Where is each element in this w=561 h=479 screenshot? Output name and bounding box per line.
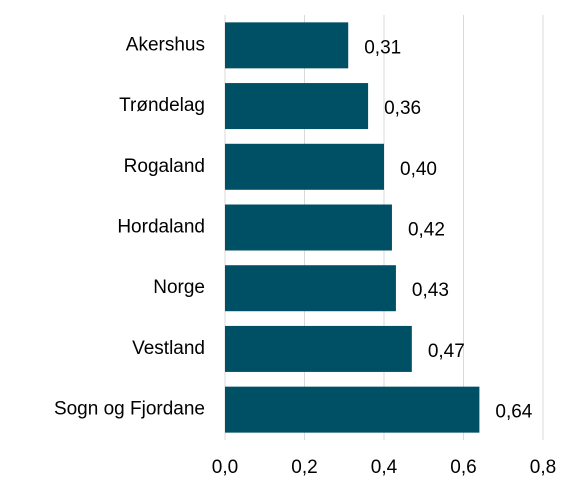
y-tick-label: Vestland: [132, 338, 205, 359]
x-tick-label: 0,6: [450, 457, 476, 478]
data-label: 0,31: [364, 37, 401, 58]
y-tick-label: Norge: [153, 277, 205, 298]
data-label: 0,47: [428, 341, 465, 362]
x-tick-label: 0,8: [530, 457, 556, 478]
y-tick-label: Sogn og Fjordane: [54, 399, 205, 420]
bar: [225, 325, 412, 372]
data-label: 0,40: [400, 159, 437, 180]
bar: [225, 143, 384, 190]
data-label: 0,64: [495, 402, 532, 423]
y-tick-label: Akershus: [126, 34, 205, 55]
data-label: 0,43: [412, 280, 449, 301]
y-tick-label: Rogaland: [124, 156, 205, 177]
y-tick-label: Hordaland: [117, 217, 205, 238]
x-tick-label: 0,2: [291, 457, 317, 478]
bar: [225, 265, 396, 312]
bar: [225, 204, 392, 251]
x-tick-label: 0,4: [371, 457, 398, 478]
bar: [225, 22, 349, 69]
bar: [225, 83, 369, 130]
data-label: 0,42: [408, 220, 445, 241]
bar: [225, 386, 480, 433]
data-label: 0,36: [384, 98, 421, 119]
y-tick-label: Trøndelag: [119, 95, 205, 116]
x-tick-label: 0,0: [212, 457, 238, 478]
